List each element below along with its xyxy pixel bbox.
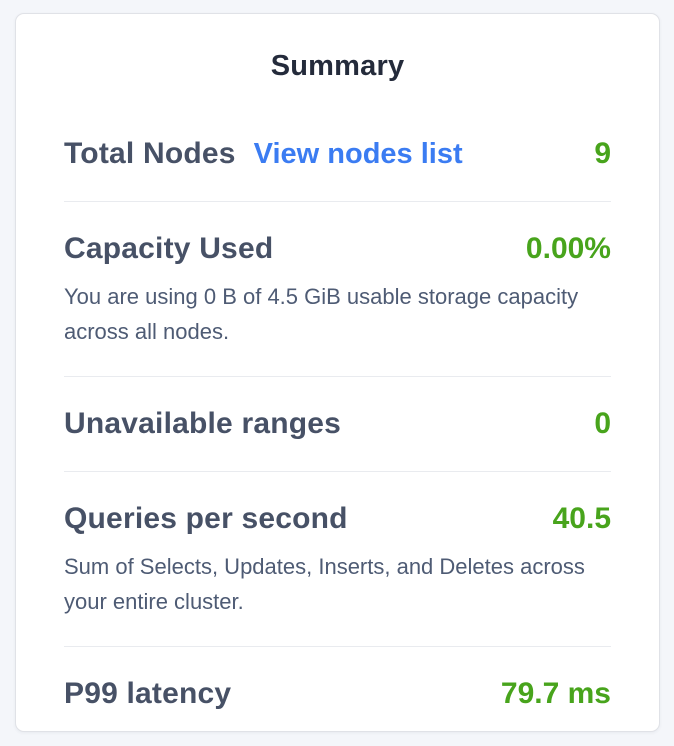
queries-per-second-label: Queries per second [64,502,348,535]
section-unavailable-ranges: Unavailable ranges 0 [64,376,611,471]
queries-per-second-value: 40.5 [552,502,611,535]
p99-latency-value: 79.7 ms [500,677,611,710]
total-nodes-label: Total Nodes [64,137,236,170]
summary-card: Summary Total Nodes View nodes list 9 Ca… [15,13,660,732]
section-capacity-used: Capacity Used 0.00% You are using 0 B of… [64,201,611,376]
card-title: Summary [270,50,405,82]
section-p99-latency: P99 latency 79.7 ms [64,646,611,731]
capacity-used-label: Capacity Used [64,232,274,265]
unavailable-ranges-value: 0 [594,407,611,440]
capacity-used-value: 0.00% [525,232,611,265]
section-total-nodes: Total Nodes View nodes list 9 [64,108,611,201]
view-nodes-list-link[interactable]: View nodes list [253,138,463,170]
p99-latency-label: P99 latency [64,677,232,710]
unavailable-ranges-label: Unavailable ranges [64,407,342,440]
capacity-used-description: You are using 0 B of 4.5 GiB usable stor… [64,284,579,344]
total-nodes-value: 9 [594,137,611,170]
section-queries-per-second: Queries per second 40.5 Sum of Selects, … [64,471,611,646]
queries-per-second-description: Sum of Selects, Updates, Inserts, and De… [64,554,585,614]
